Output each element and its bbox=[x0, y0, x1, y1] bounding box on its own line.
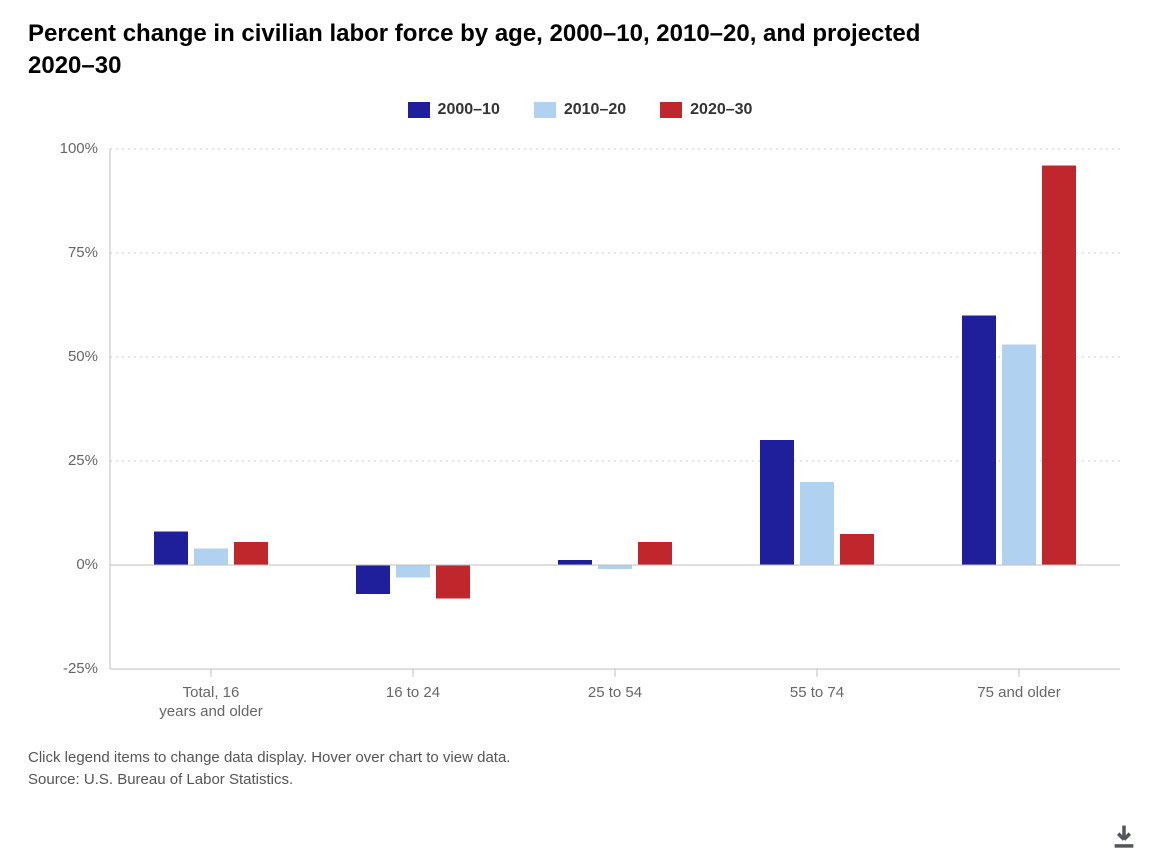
svg-text:25 to 54: 25 to 54 bbox=[588, 684, 642, 701]
bar[interactable] bbox=[194, 548, 228, 565]
bar[interactable] bbox=[800, 482, 834, 565]
bar[interactable] bbox=[598, 565, 632, 569]
legend-swatch-2 bbox=[660, 102, 682, 118]
legend-label-1: 2010–20 bbox=[564, 101, 626, 119]
bar[interactable] bbox=[436, 565, 470, 598]
svg-text:55 to 74: 55 to 74 bbox=[790, 684, 844, 701]
bar[interactable] bbox=[1002, 344, 1036, 564]
legend-item-1[interactable]: 2010–20 bbox=[534, 101, 626, 119]
svg-text:50%: 50% bbox=[68, 348, 98, 365]
bar[interactable] bbox=[396, 565, 430, 577]
svg-text:Total, 16years and older: Total, 16years and older bbox=[159, 684, 262, 720]
legend-swatch-0 bbox=[408, 102, 430, 118]
legend-label-0: 2000–10 bbox=[438, 101, 500, 119]
chart-area[interactable]: -25% 0% 25% 50% 75% 100% Total, 16years and ol… bbox=[30, 129, 1130, 739]
footer-instruction: Click legend items to change data displa… bbox=[28, 747, 1132, 770]
legend-swatch-1 bbox=[534, 102, 556, 118]
bar[interactable] bbox=[638, 542, 672, 565]
legend-item-0[interactable]: 2000–10 bbox=[408, 101, 500, 119]
download-icon[interactable] bbox=[1110, 822, 1138, 850]
bar[interactable] bbox=[558, 560, 592, 565]
bar-chart-svg: -25% 0% 25% 50% 75% 100% Total, 16years and ol… bbox=[30, 129, 1130, 739]
bar[interactable] bbox=[1042, 165, 1076, 564]
legend: 2000–10 2010–20 2020–30 bbox=[28, 101, 1132, 119]
svg-text:-25%: -25% bbox=[63, 660, 98, 677]
bar[interactable] bbox=[962, 315, 996, 565]
bar[interactable] bbox=[760, 440, 794, 565]
chart-footer: Click legend items to change data displa… bbox=[28, 747, 1132, 792]
bar[interactable] bbox=[356, 565, 390, 594]
bar[interactable] bbox=[840, 534, 874, 565]
svg-text:25%: 25% bbox=[68, 452, 98, 469]
bar[interactable] bbox=[154, 532, 188, 565]
legend-label-2: 2020–30 bbox=[690, 101, 752, 119]
footer-source: Source: U.S. Bureau of Labor Statistics. bbox=[28, 769, 1132, 792]
svg-text:0%: 0% bbox=[76, 556, 98, 573]
svg-text:100%: 100% bbox=[60, 140, 98, 157]
legend-item-2[interactable]: 2020–30 bbox=[660, 101, 752, 119]
chart-title: Percent change in civilian labor force b… bbox=[28, 18, 928, 83]
bar[interactable] bbox=[234, 542, 268, 565]
svg-text:16 to 24: 16 to 24 bbox=[386, 684, 440, 701]
svg-text:75 and older: 75 and older bbox=[977, 684, 1060, 701]
svg-text:75%: 75% bbox=[68, 244, 98, 261]
